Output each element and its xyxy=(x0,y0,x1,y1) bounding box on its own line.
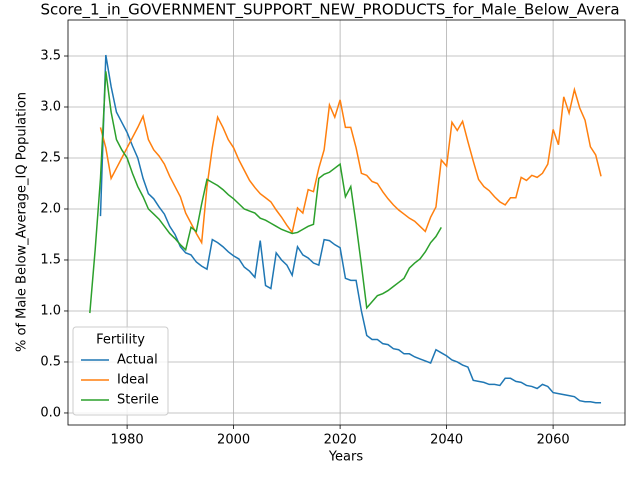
legend-label: Actual xyxy=(117,353,158,368)
legend-title: Fertility xyxy=(96,333,145,348)
series-line xyxy=(89,71,442,314)
x-tick-label: 1980 xyxy=(111,433,144,448)
y-tick-label: 3.5 xyxy=(40,49,61,64)
chart-title: Score_1_in_GOVERNMENT_SUPPORT_NEW_PRODUC… xyxy=(40,1,619,20)
series-line xyxy=(99,86,602,246)
x-tick-label: 2020 xyxy=(324,433,357,448)
x-axis-label: Years xyxy=(328,450,364,465)
y-tick-label: 0.5 xyxy=(40,354,61,369)
plot-frame xyxy=(67,19,626,426)
legend: Fertility Actual Ideal Sterile xyxy=(72,326,169,416)
x-tick-label: 2060 xyxy=(537,433,570,448)
y-tick-label: 3.0 xyxy=(40,99,61,114)
series-line xyxy=(99,54,602,404)
legend-label: Ideal xyxy=(117,373,149,388)
y-axis-label: % of Male Below_Average_IQ Population xyxy=(15,92,30,352)
legend-box xyxy=(72,326,169,416)
y-tick-label: 0.0 xyxy=(40,405,61,420)
y-tick-label: 1.5 xyxy=(40,252,61,267)
y-tick-label: 2.0 xyxy=(40,201,61,216)
x-tick-label: 2040 xyxy=(430,433,463,448)
legend-label: Sterile xyxy=(117,393,159,408)
y-tick-label: 1.0 xyxy=(40,303,61,318)
y-tick-label: 2.5 xyxy=(40,150,61,165)
x-tick-label: 2000 xyxy=(217,433,250,448)
